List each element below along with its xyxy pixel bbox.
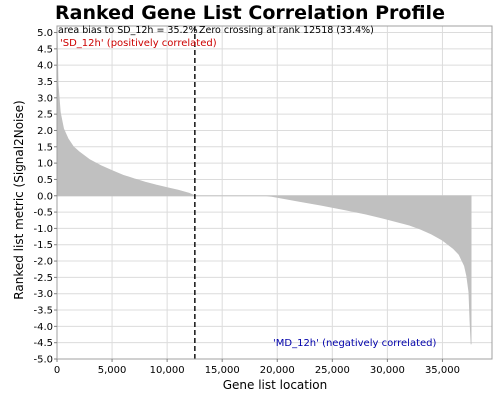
x-tick-label: 0	[54, 365, 60, 376]
y-tick-label: 0.5	[37, 175, 53, 186]
axis-ticks: 5.0 4.5 4.0 3.5 3.0 2.5 2.0 1.5 1.0 0.5 0.0 -0.5 -1.…	[33, 28, 459, 376]
y-tick-label: -3.0	[33, 289, 53, 300]
y-tick-label: -2.0	[33, 257, 53, 268]
positive-correlation-label: 'SD_12h' (positively correlated)	[60, 38, 217, 49]
y-tick-label: -1.5	[33, 240, 53, 251]
y-axis-title: Ranked list metric (Signal2Noise)	[12, 100, 26, 299]
y-tick-label: 3.5	[37, 77, 53, 88]
x-tick-label: 35,000	[425, 365, 460, 376]
y-tick-label: 0.0	[37, 191, 53, 202]
y-tick-label: 5.0	[37, 28, 53, 39]
y-tick-label: 3.0	[37, 93, 53, 104]
x-tick-label: 5,000	[98, 365, 127, 376]
x-axis-title: Gene list location	[223, 378, 328, 392]
y-tick-label: 1.0	[37, 159, 53, 170]
x-tick-label: 30,000	[370, 365, 405, 376]
y-tick-label: -5.0	[33, 355, 53, 366]
y-tick-label: 2.5	[37, 110, 53, 121]
plot-frame	[56, 25, 493, 360]
zero-crossing-annotation: Zero crossing at rank 12518 (33.4%)	[199, 25, 374, 36]
y-tick-label: -2.5	[33, 273, 53, 284]
y-tick-label: 2.0	[37, 126, 53, 137]
x-tick-label: 15,000	[205, 365, 240, 376]
y-tick-label: 4.5	[37, 44, 53, 55]
y-tick-label: -4.0	[33, 322, 53, 333]
y-tick-label: -0.5	[33, 208, 53, 219]
y-tick-label: -1.0	[33, 224, 53, 235]
chart-title: Ranked Gene List Correlation Profile	[55, 2, 445, 24]
y-tick-label: 1.5	[37, 142, 53, 153]
y-tick-label: -3.5	[33, 306, 53, 317]
y-tick-label: 4.0	[37, 61, 53, 72]
area-bias-annotation: area bias to SD_12h = 35.2%	[58, 25, 198, 36]
x-tick-label: 25,000	[315, 365, 350, 376]
x-tick-label: 20,000	[260, 365, 295, 376]
y-tick-label: -4.5	[33, 338, 53, 349]
negative-correlation-label: 'MD_12h' (negatively correlated)	[273, 338, 437, 349]
x-tick-label: 10,000	[150, 365, 185, 376]
correlation-area	[56, 29, 472, 345]
